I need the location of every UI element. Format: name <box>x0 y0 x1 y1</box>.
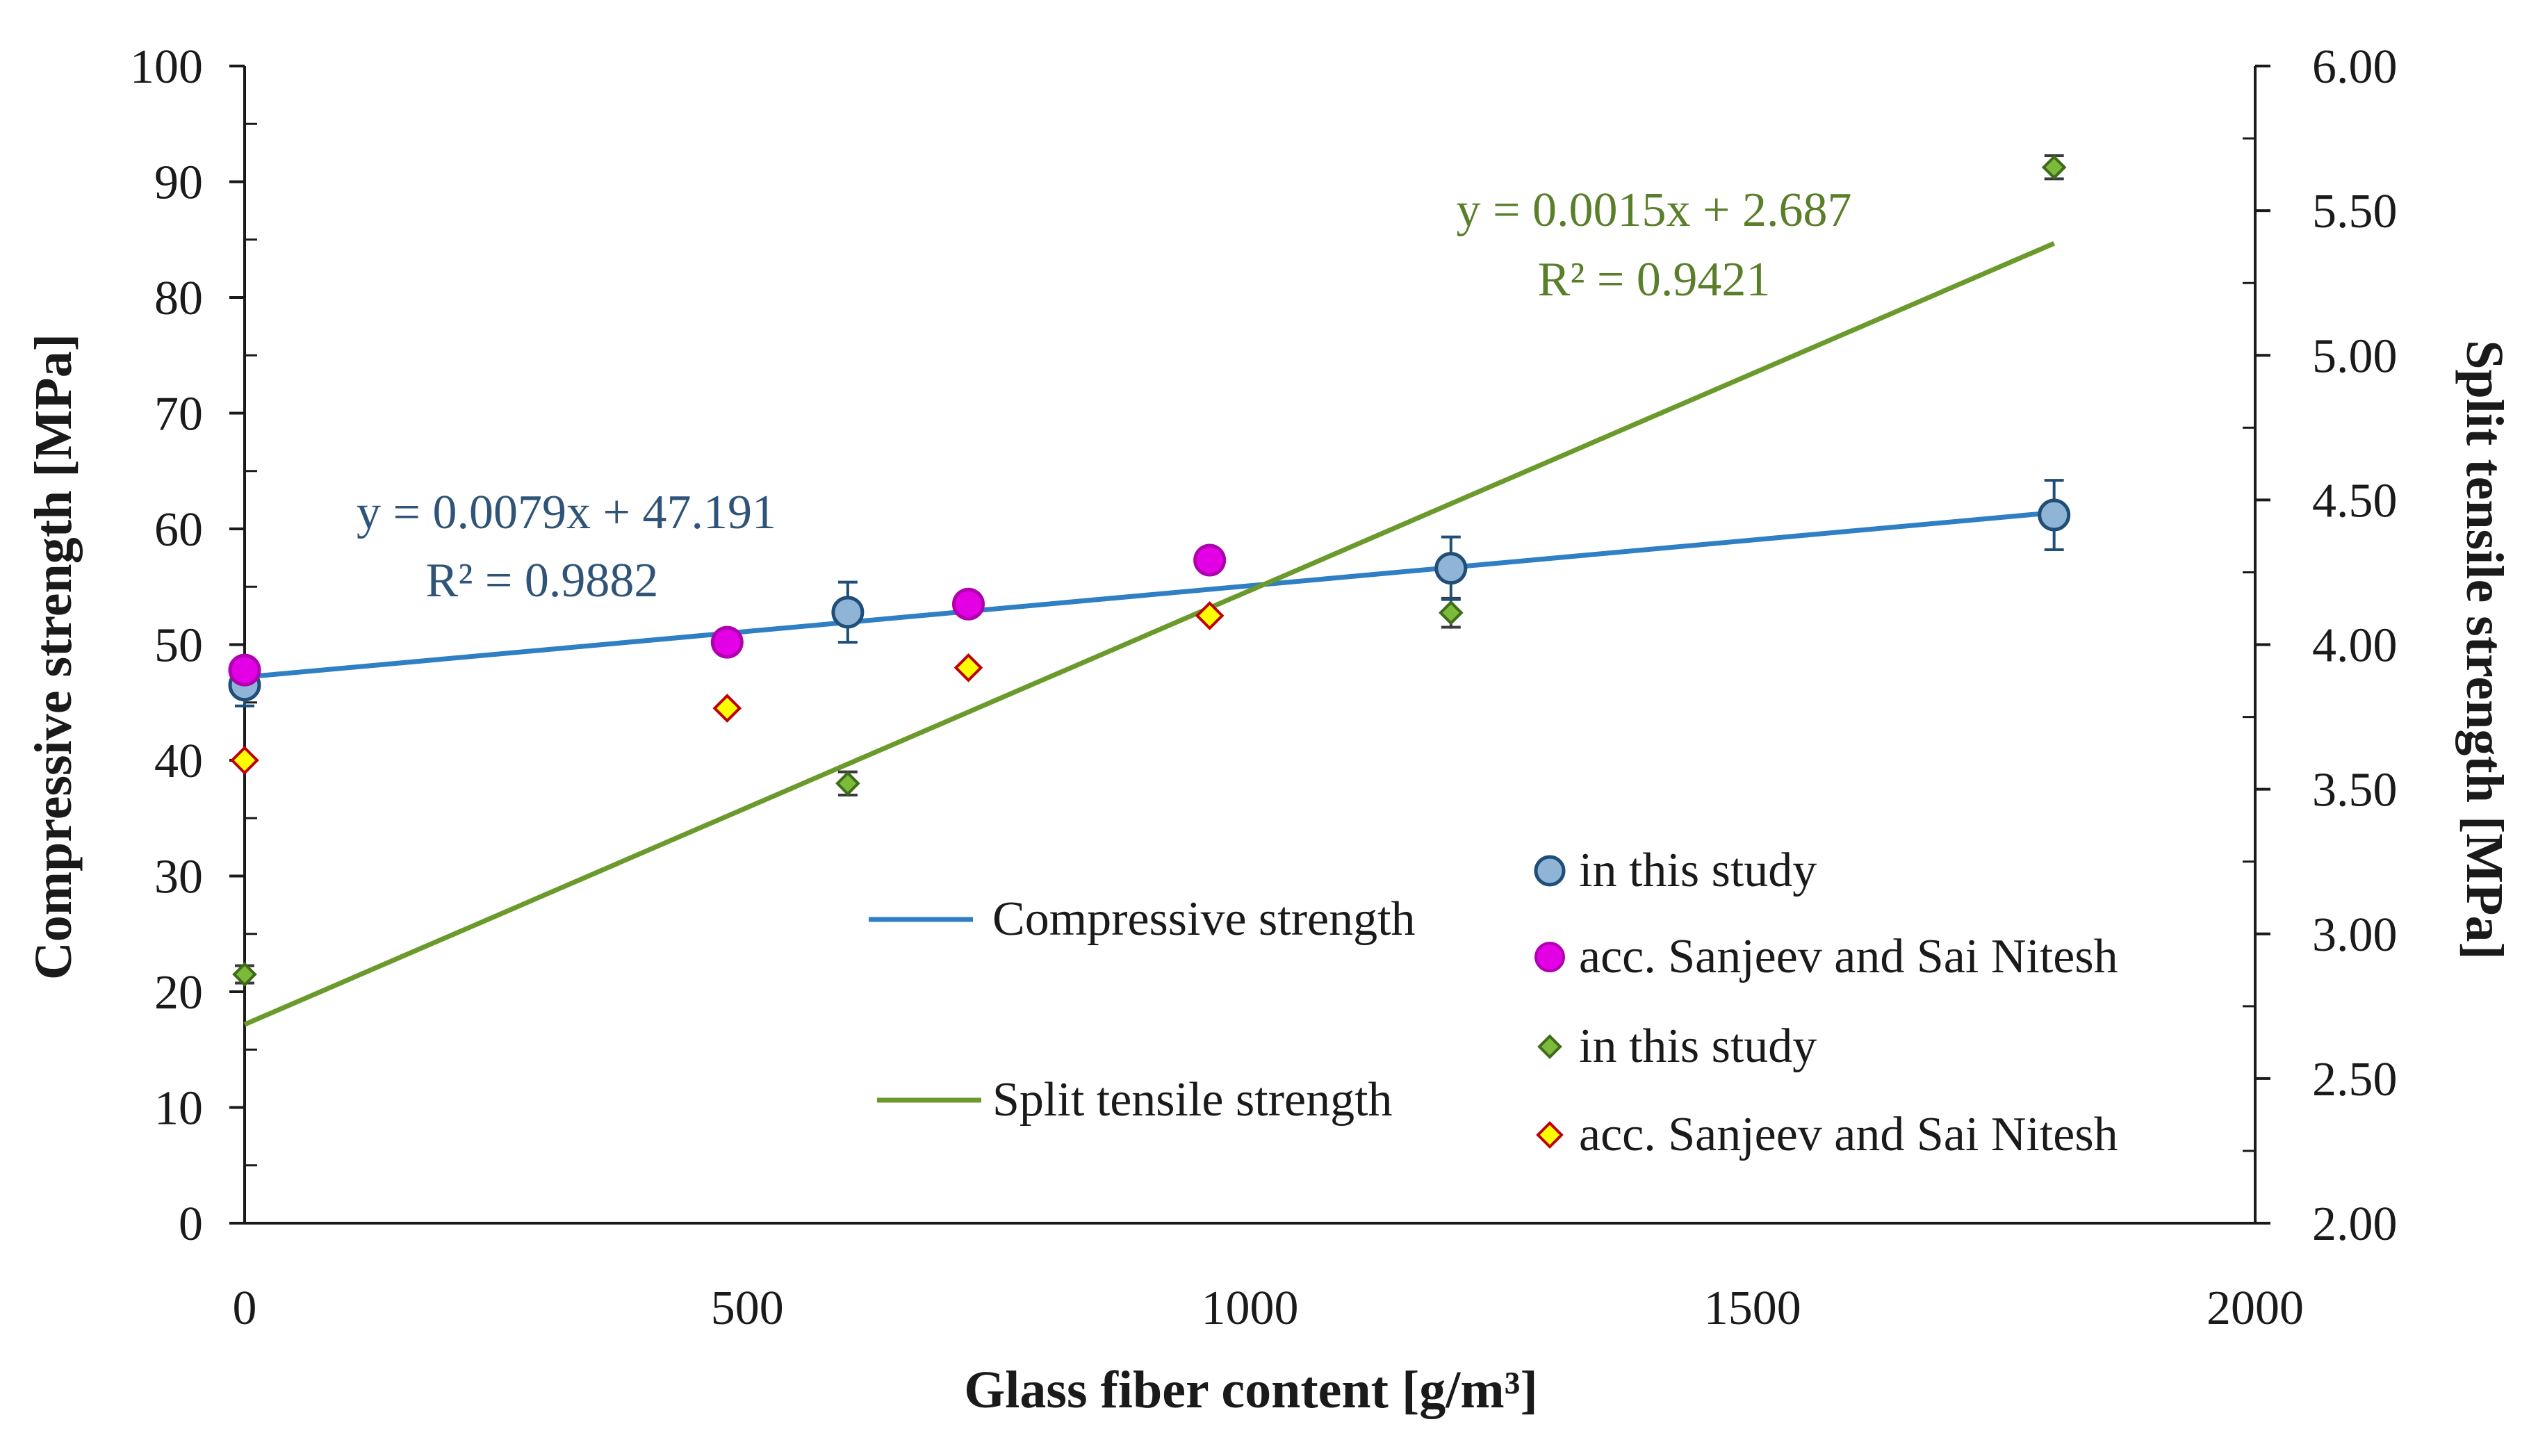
point-sanjeev-tensile <box>230 746 259 775</box>
trendline-compressive <box>244 510 2055 680</box>
y-left-tick-label: 10 <box>154 1082 203 1136</box>
legend-marker-sanjeev-compressive <box>1534 942 1565 972</box>
x-tick-label: 1000 <box>1202 1282 1299 1335</box>
x-tick-label: 2000 <box>2207 1282 2304 1335</box>
y-right-tick-label: 3.50 <box>2312 764 2398 817</box>
point-study-tensile <box>1438 600 1464 625</box>
point-study-compressive <box>2038 498 2071 532</box>
compressive-equation: y = 0.0079x + 47.191 <box>357 486 776 539</box>
y-left-tick-label: 60 <box>154 503 203 557</box>
point-sanjeev-tensile <box>953 653 983 682</box>
legend-label-compressive: Compressive strength <box>992 892 1416 946</box>
y-right-tick-label: 3.00 <box>2312 908 2398 962</box>
legend-label-tensile: Split tensile strength <box>992 1073 1393 1127</box>
trendlines <box>243 240 2056 1027</box>
y-left-tick-label: 90 <box>154 156 203 210</box>
axes <box>243 66 2257 1225</box>
tensile-r2: R² = 0.9421 <box>1538 253 1771 306</box>
y-right-tick-label: 5.00 <box>2312 329 2398 383</box>
y-left-tick-label: 40 <box>154 735 203 788</box>
point-sanjeev-tensile <box>1195 601 1225 630</box>
y-right-tick-label: 5.50 <box>2312 185 2398 238</box>
x-tick-label: 500 <box>711 1282 784 1335</box>
legend-marker-sanjeev-tensile <box>1536 1121 1564 1149</box>
point-study-tensile <box>2041 154 2067 180</box>
x-axis-title: Glass fiber content [g/m³] <box>964 1361 1538 1419</box>
y-left-tick-label: 100 <box>130 40 203 94</box>
y-left-tick-label: 20 <box>154 966 203 1020</box>
y-right-tick-label: 6.00 <box>2312 40 2398 94</box>
point-study-tensile <box>232 962 257 987</box>
compressive-r2: R² = 0.9882 <box>426 554 659 607</box>
point-study-tensile <box>835 771 860 796</box>
tensile-equation: y = 0.0015x + 2.687 <box>1457 183 1852 237</box>
y-right-tick-label: 2.00 <box>2312 1197 2398 1251</box>
point-sanjeev-compressive <box>1193 543 1227 577</box>
point-sanjeev-compressive <box>951 587 985 621</box>
data-points <box>228 154 2071 987</box>
y-left-tick-label: 0 <box>179 1197 203 1251</box>
point-sanjeev-compressive <box>228 653 261 687</box>
point-sanjeev-tensile <box>712 694 742 723</box>
legend-label-study-tensile: in this study <box>1579 1020 1817 1073</box>
x-tick-label: 1500 <box>1704 1282 1801 1335</box>
ticks: 0 10 20 30 40 50 60 70 80 90 100 2.00 2.50 3.00 3.50 4.… <box>130 40 2398 1335</box>
point-study-compressive <box>831 596 865 629</box>
legend: Compressive strength Split tensile stren… <box>869 844 2118 1161</box>
trendline-tensile <box>243 240 2056 1027</box>
y-left-tick-label: 50 <box>154 619 203 673</box>
point-sanjeev-compressive <box>710 625 744 659</box>
y-right-tick-label: 2.50 <box>2312 1053 2398 1106</box>
legend-label-study-compressive: in this study <box>1579 844 1817 897</box>
x-tick-label: 0 <box>233 1282 257 1335</box>
y-axis-right-title: Split tensile strength [MPa] <box>2455 340 2514 960</box>
legend-marker-study-compressive <box>1534 855 1566 887</box>
legend-label-sanjeev-compressive: acc. Sanjeev and Sai Nitesh <box>1579 930 2118 983</box>
legend-marker-study-tensile <box>1537 1034 1562 1059</box>
y-left-tick-label: 70 <box>154 388 203 441</box>
y-left-tick-label: 80 <box>154 272 203 325</box>
legend-label-sanjeev-tensile: acc. Sanjeev and Sai Nitesh <box>1579 1108 2118 1161</box>
point-study-compressive <box>1434 552 1468 585</box>
y-right-tick-label: 4.50 <box>2312 474 2398 527</box>
y-left-tick-label: 30 <box>154 851 203 904</box>
y-right-tick-label: 4.00 <box>2312 619 2398 673</box>
y-axis-left-title: Compressive strength [MPa] <box>24 334 83 980</box>
